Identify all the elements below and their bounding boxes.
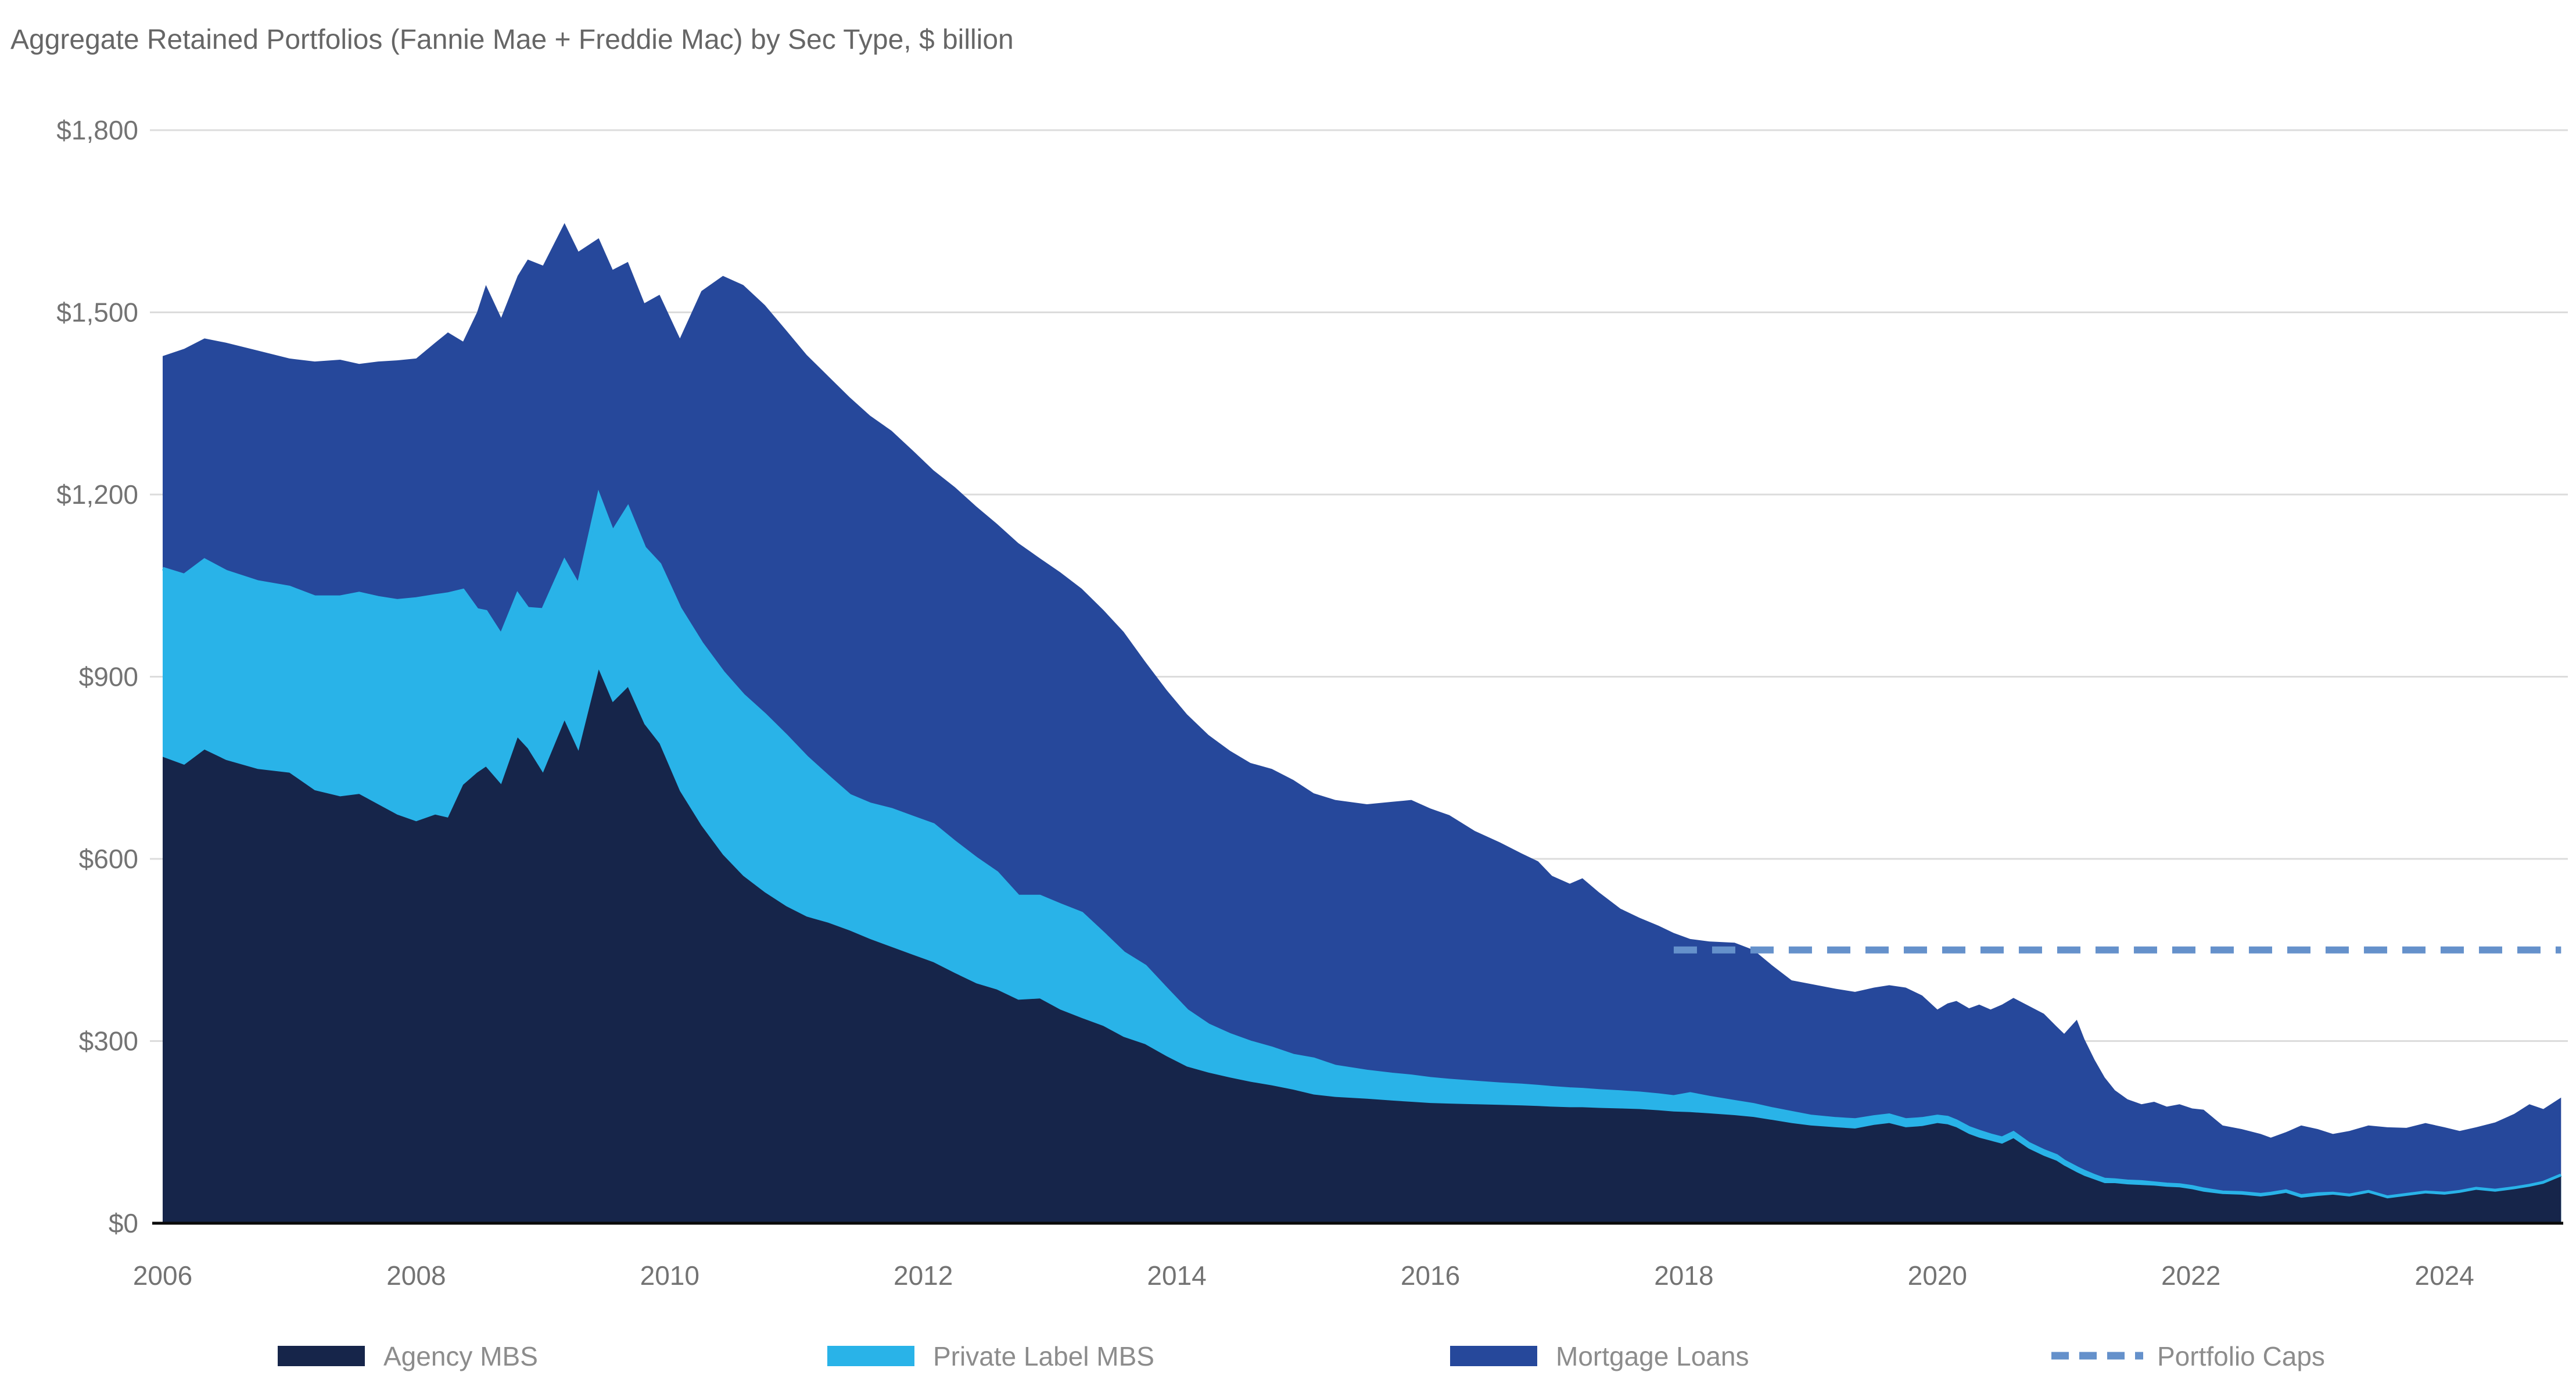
- x-axis-label-2006: 2006: [133, 1260, 192, 1291]
- legend-item-agency-mbs: Agency MBS: [278, 1341, 538, 1371]
- x-axis-label-2012: 2012: [894, 1260, 953, 1291]
- legend-label: Portfolio Caps: [2157, 1341, 2325, 1371]
- legend: Agency MBS Private Label MBS Mortgage Loan…: [278, 1341, 2325, 1371]
- y-axis-label-1500: $1,500: [56, 298, 138, 328]
- legend-item-private-label-mbs: Private Label MBS: [827, 1341, 1154, 1371]
- x-axis-label-2020: 2020: [1908, 1260, 1967, 1291]
- x-axis-label-2010: 2010: [640, 1260, 699, 1291]
- y-axis-label-0: $0: [109, 1208, 138, 1238]
- y-axis-label-1200: $1,200: [56, 479, 138, 510]
- x-axis-label-2014: 2014: [1147, 1260, 1206, 1291]
- legend-label: Agency MBS: [383, 1341, 538, 1371]
- legend-swatch: [1450, 1346, 1537, 1366]
- area-agency-mbs: [163, 669, 2561, 1223]
- area-series: [162, 223, 2562, 1223]
- x-axis-label-2008: 2008: [386, 1260, 446, 1291]
- legend-item-portfolio-caps: Portfolio Caps: [2051, 1341, 2325, 1371]
- y-axis-label-1800: $1,800: [56, 115, 138, 145]
- legend-item-mortgage-loans: Mortgage Loans: [1450, 1341, 1749, 1371]
- y-axis-label-900: $900: [79, 662, 138, 692]
- axes: $0 $300 $600 $900 $1,200 $1,500 $1,800 2006 2008…: [56, 115, 2563, 1291]
- private-label-mbs-boundary-line: [162, 489, 2562, 1199]
- y-axis-label-300: $300: [79, 1026, 138, 1056]
- legend-swatch: [278, 1346, 365, 1366]
- legend-swatch: [827, 1346, 914, 1366]
- x-axis-label-2018: 2018: [1654, 1260, 1713, 1291]
- x-axis-label-2022: 2022: [2161, 1260, 2220, 1291]
- y-axis-label-600: $600: [79, 844, 138, 874]
- chart-title: Aggregate Retained Portfolios (Fannie Ma…: [10, 24, 1014, 55]
- legend-label: Mortgage Loans: [1556, 1341, 1749, 1371]
- x-axis-label-2024: 2024: [2414, 1260, 2474, 1291]
- x-axis-label-2016: 2016: [1401, 1260, 1460, 1291]
- legend-label: Private Label MBS: [933, 1341, 1154, 1371]
